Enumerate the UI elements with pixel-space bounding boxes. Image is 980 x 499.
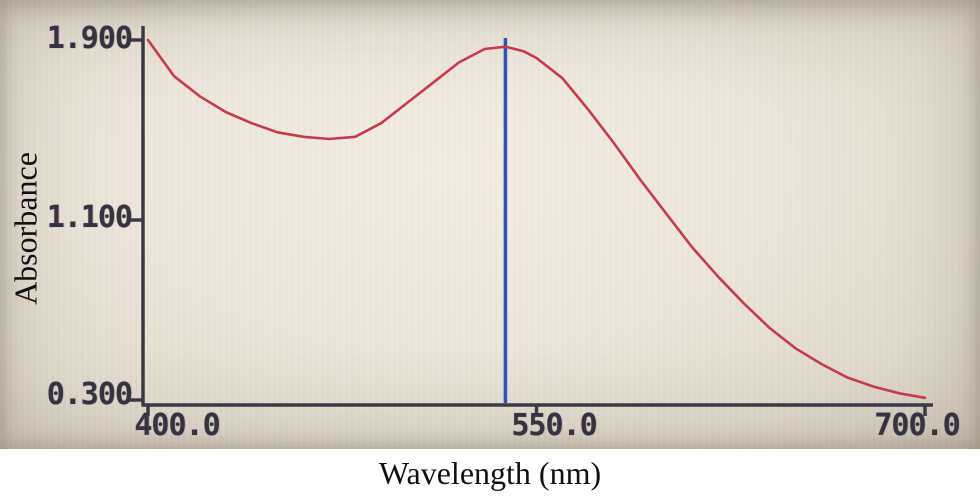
y-tick-label-1100: 1.100 [46, 200, 133, 235]
x-tick-label-550: 550.0 [511, 408, 597, 443]
x-tick-label-700: 700.0 [874, 408, 960, 443]
x-axis-title: Wavelength (nm) [378, 455, 602, 491]
absorbance-spectrum-plot [128, 26, 933, 416]
spectrophotometer-screen-photo: 1.900 1.100 0.300 400.0 550.0 700.0 Abso… [0, 0, 980, 449]
y-tick-label-0300: 0.300 [46, 377, 133, 412]
y-axis-title: Absorbance [7, 152, 44, 305]
spectrum-curve [146, 38, 927, 400]
y-tick-label-1900: 1.900 [46, 21, 133, 56]
x-tick-label-400: 400.0 [134, 408, 220, 443]
x-axis-label-strip: Wavelength (nm) [0, 449, 980, 499]
